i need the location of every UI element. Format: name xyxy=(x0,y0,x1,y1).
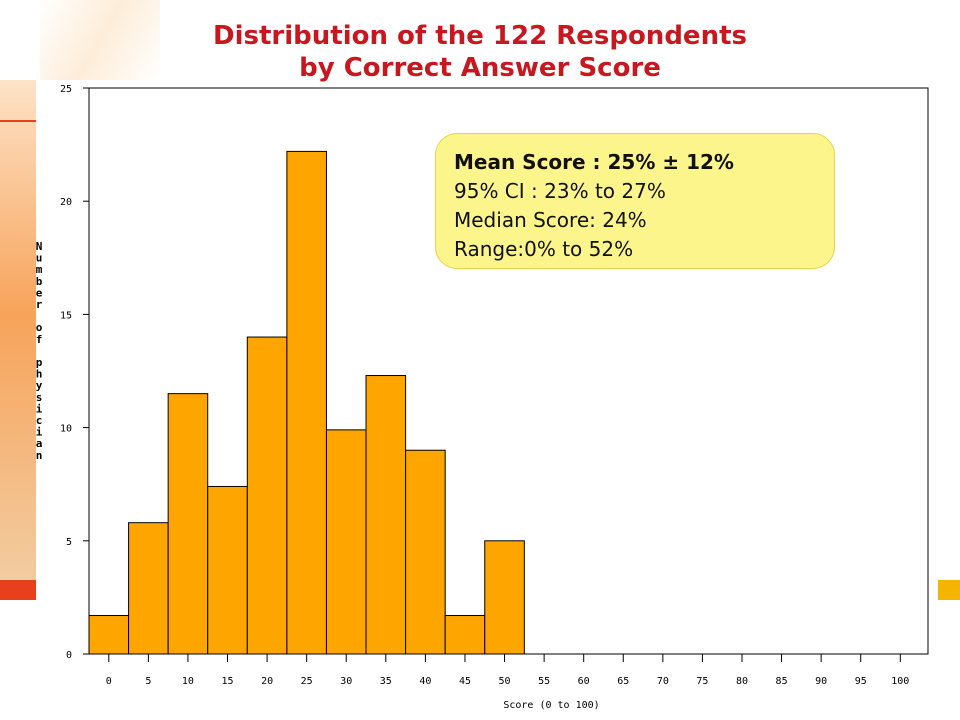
y-axis-label-char: o xyxy=(36,321,43,334)
chart-title-line-2: by Correct Answer Score xyxy=(299,53,661,83)
y-tick-label-10: 10 xyxy=(60,424,72,435)
x-tick-label-95: 95 xyxy=(855,676,867,687)
histogram-bar-5 xyxy=(128,522,169,655)
y-axis-label-char: y xyxy=(36,379,43,392)
x-tick-label-15: 15 xyxy=(221,676,233,687)
stats-median: Median Score: 24% xyxy=(454,208,647,232)
x-tick-label-55: 55 xyxy=(538,676,550,687)
x-tick-label-60: 60 xyxy=(578,676,590,687)
y-axis-label-char: p xyxy=(36,356,43,369)
x-tick-label-0: 0 xyxy=(106,676,112,687)
histogram-bar-45 xyxy=(444,615,486,655)
histogram-bar-15 xyxy=(207,485,248,655)
x-tick-label-40: 40 xyxy=(419,676,431,687)
y-axis-label-char: n xyxy=(36,449,43,462)
y-axis-label-char: s xyxy=(36,391,43,404)
x-tick-label-35: 35 xyxy=(380,676,392,687)
y-axis-label-char: c xyxy=(36,414,43,427)
y-tick-label-15: 15 xyxy=(60,310,72,321)
left-decoration-bar xyxy=(0,580,36,600)
x-tick-label-10: 10 xyxy=(182,676,194,687)
x-axis-label: Score (0 to 100) xyxy=(503,700,599,711)
x-tick-label-25: 25 xyxy=(301,676,313,687)
y-axis-label-char: f xyxy=(36,333,43,346)
x-tick-label-85: 85 xyxy=(776,676,788,687)
histogram-bar-30 xyxy=(325,429,367,655)
y-axis-label-char: u xyxy=(36,252,43,265)
histogram-bar-50 xyxy=(484,540,525,655)
stats-summary-box: Mean Score : 25% ± 12% 95% CI : 23% to 2… xyxy=(435,133,835,269)
x-tick-label-75: 75 xyxy=(696,676,708,687)
x-tick-label-30: 30 xyxy=(340,676,352,687)
x-tick-label-90: 90 xyxy=(815,676,827,687)
x-tick-label-45: 45 xyxy=(459,676,471,687)
y-axis-label-char: i xyxy=(36,426,43,439)
histogram-bar-40 xyxy=(405,449,446,655)
histogram-bar-0 xyxy=(88,615,130,655)
y-tick-label-25: 25 xyxy=(60,84,72,95)
histogram-bar-10 xyxy=(167,393,209,655)
histogram-bar-20 xyxy=(246,336,288,655)
y-axis-label-char: i xyxy=(36,402,43,415)
left-decoration-strip xyxy=(0,80,36,600)
stats-mean: Mean Score : 25% ± 12% xyxy=(454,150,734,174)
y-axis-label-char: e xyxy=(36,286,43,299)
y-axis-label-char: a xyxy=(36,437,43,450)
x-tick-label-20: 20 xyxy=(261,676,273,687)
y-axis-label-char: h xyxy=(36,368,43,381)
histogram-bar-25 xyxy=(286,150,327,655)
chart-title: Distribution of the 122 Respondents by C… xyxy=(0,20,960,84)
x-tick-label-65: 65 xyxy=(617,676,629,687)
x-tick-label-100: 100 xyxy=(891,676,909,687)
histogram-bar-35 xyxy=(365,375,407,655)
stats-range: Range:0% to 52% xyxy=(454,237,634,261)
x-tick-label-50: 50 xyxy=(499,676,511,687)
y-axis-label-char: r xyxy=(36,298,43,311)
y-axis-label-char: b xyxy=(36,275,43,288)
chart-title-line-1: Distribution of the 122 Respondents xyxy=(213,21,747,51)
x-tick-label-70: 70 xyxy=(657,676,669,687)
y-axis-label-char: m xyxy=(36,263,43,276)
y-axis-label-char: N xyxy=(36,240,43,253)
header-decoration xyxy=(40,0,160,80)
y-tick-label-5: 5 xyxy=(66,537,72,548)
y-tick-label-20: 20 xyxy=(60,197,72,208)
x-tick-label-5: 5 xyxy=(145,676,151,687)
x-tick-label-80: 80 xyxy=(736,676,748,687)
y-tick-label-0: 0 xyxy=(66,650,72,661)
stats-ci: 95% CI : 23% to 27% xyxy=(454,179,666,203)
right-decoration-bar xyxy=(938,580,960,600)
left-decoration-line xyxy=(0,120,36,122)
